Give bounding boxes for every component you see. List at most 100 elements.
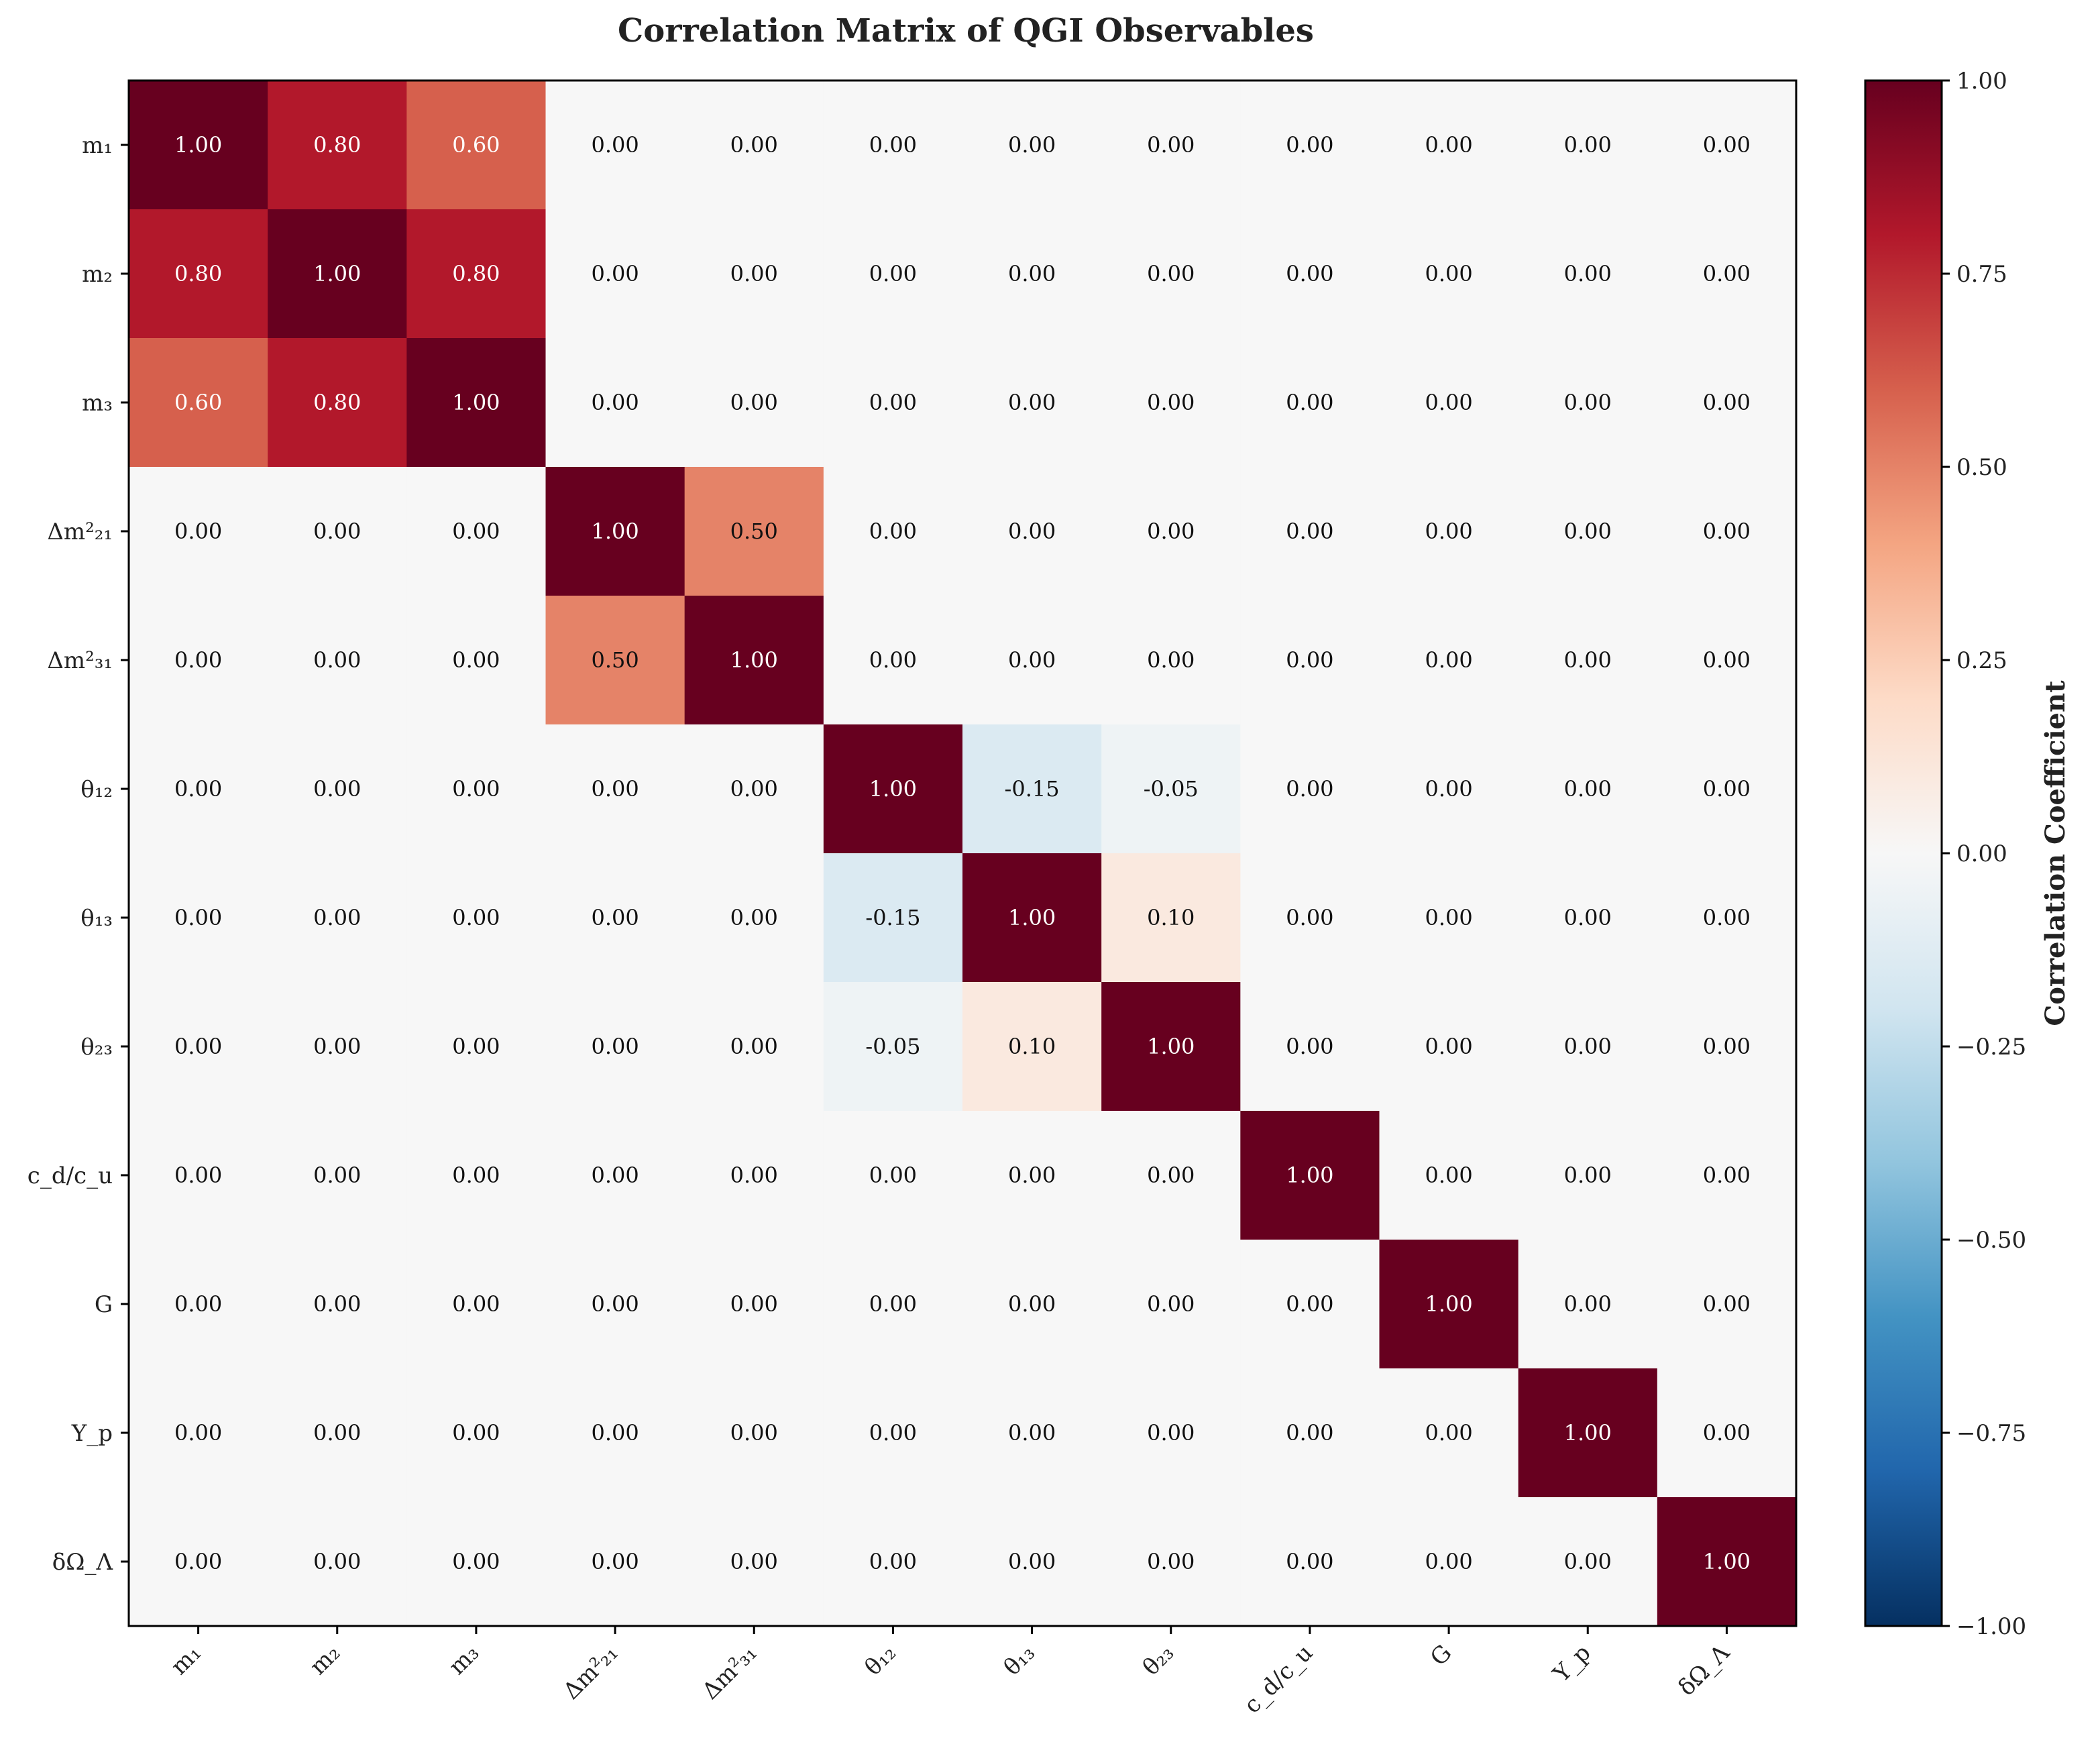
- heatmap-cell: [545, 1368, 685, 1498]
- cell-value-label: 1.00: [1564, 1420, 1612, 1446]
- colorbar-tick-label: 0.50: [1956, 454, 2007, 481]
- heatmap-cell: [1379, 1240, 1519, 1369]
- heatmap-cell: [268, 853, 407, 983]
- y-tick-label: θ₁₂: [80, 776, 113, 803]
- heatmap-cell: [1657, 209, 1797, 339]
- cell-value-label: 0.00: [1147, 132, 1195, 158]
- heatmap-cell: [268, 724, 407, 854]
- cell-value-label: 0.00: [1008, 647, 1056, 673]
- heatmap-cell: [406, 982, 546, 1111]
- cell-value-label: 0.00: [174, 519, 222, 544]
- cell-value-label: 0.50: [591, 647, 639, 673]
- heatmap-cell: [1379, 853, 1519, 983]
- heatmap-cell: [1518, 467, 1658, 596]
- colorbar-tick-label: 0.75: [1956, 261, 2007, 288]
- cell-value-label: 0.00: [1286, 390, 1333, 415]
- heatmap-cell: [129, 209, 268, 339]
- heatmap-cell: [545, 209, 685, 339]
- heatmap-cell: [1657, 853, 1797, 983]
- heatmap-cell: [545, 338, 685, 468]
- cell-value-label: 0.00: [1425, 647, 1472, 673]
- cell-value-label: 1.00: [452, 390, 500, 415]
- heatmap-cell: [406, 467, 546, 596]
- y-tick-label: c_d/c_u: [27, 1162, 113, 1189]
- heatmap-cell: [823, 724, 963, 854]
- cell-value-label: 0.00: [1286, 905, 1333, 930]
- heatmap-cell: [1101, 80, 1241, 210]
- cell-value-label: 0.00: [452, 1034, 500, 1059]
- cell-value-label: 0.50: [730, 519, 778, 544]
- cell-value-label: 0.00: [1286, 132, 1333, 158]
- heatmap-cell: [962, 853, 1102, 983]
- heatmap-cell: [1657, 724, 1797, 854]
- y-tick-label: Δm²₂₁: [47, 519, 113, 545]
- cell-value-label: 0.00: [591, 776, 639, 802]
- heatmap-cell: [268, 1497, 407, 1627]
- y-tick-label: Y_p: [71, 1420, 113, 1447]
- heatmap-cell: [1101, 467, 1241, 596]
- cell-value-label: 0.00: [1703, 1420, 1751, 1446]
- cell-value-label: 0.00: [1147, 647, 1195, 673]
- cell-value-label: 0.60: [174, 390, 222, 415]
- heatmap-cell: [406, 596, 546, 725]
- heatmap-cell: [1101, 1240, 1241, 1369]
- cell-value-label: 0.00: [1286, 1549, 1333, 1574]
- heatmap-cell: [1240, 1111, 1380, 1240]
- cell-value-label: 0.00: [313, 1162, 361, 1188]
- heatmap-cell: [129, 467, 268, 596]
- heatmap-cell: [1240, 338, 1380, 468]
- cell-value-label: 0.00: [1147, 1162, 1195, 1188]
- cell-value-label: 0.00: [452, 1420, 500, 1446]
- cell-value-label: 0.00: [174, 1549, 222, 1574]
- x-tick-label: θ₂₃: [1138, 1639, 1179, 1681]
- cell-value-label: 0.00: [174, 776, 222, 802]
- cell-value-label: 0.00: [869, 1420, 917, 1446]
- cell-value-label: 0.00: [1008, 261, 1056, 286]
- cell-value-label: 0.00: [1564, 1034, 1612, 1059]
- y-tick-label: Δm²₃₁: [47, 647, 113, 674]
- heatmap-cell: [545, 982, 685, 1111]
- heatmap-cell: [1518, 724, 1658, 854]
- cell-value-label: 0.00: [313, 1420, 361, 1446]
- cell-value-label: 0.00: [1147, 519, 1195, 544]
- heatmap-cell: [129, 1368, 268, 1498]
- heatmap-cell: [545, 596, 685, 725]
- x-tick-label: Δm²₃₁: [697, 1639, 762, 1704]
- cell-value-label: 0.00: [452, 519, 500, 544]
- heatmap-cell: [268, 982, 407, 1111]
- heatmap-cell: [1379, 338, 1519, 468]
- cell-value-label: 0.00: [1008, 1291, 1056, 1317]
- heatmap-cell: [1101, 338, 1241, 468]
- cell-value-label: 0.00: [591, 1162, 639, 1188]
- heatmap-cell: [1101, 1497, 1241, 1627]
- cell-value-label: 0.00: [1564, 1549, 1612, 1574]
- cell-value-label: 1.00: [869, 776, 917, 802]
- heatmap-cell: [823, 1368, 963, 1498]
- plot-frame: [127, 79, 1798, 1627]
- cell-value-label: 0.00: [1286, 776, 1333, 802]
- cell-value-label: 0.00: [1564, 1162, 1612, 1188]
- cell-value-label: 0.00: [1008, 1420, 1056, 1446]
- cell-value-label: 0.00: [1008, 1549, 1056, 1574]
- heatmap-cell: [1101, 853, 1241, 983]
- cell-value-label: 1.00: [1286, 1162, 1333, 1188]
- heatmap-cell: [406, 1368, 546, 1498]
- cell-value-label: 0.00: [1286, 519, 1333, 544]
- x-axis-ticks: m₁ m₂ m₃ Δm²₂₁ Δm²₃₁ θ₁₂ θ₁₃ θ₂₃ c_d/c_u G Y_p δΩ_Λ: [166, 1626, 1735, 1719]
- cell-value-label: 0.00: [1425, 1162, 1472, 1188]
- heatmap-cell: [1379, 1368, 1519, 1498]
- heatmap-cell: [129, 1111, 268, 1240]
- cell-value-label: 0.00: [1286, 1420, 1333, 1446]
- cell-value-label: 0.00: [1703, 390, 1751, 415]
- cell-value-label: 0.10: [1147, 905, 1195, 930]
- y-axis-ticks: m₁ m₂ m₃ Δm²₂₁ Δm²₃₁ θ₁₂ θ₁₃ θ₂₃ c_d/c_u G Y_p δΩ_Λ: [27, 132, 129, 1576]
- cell-value-label: 0.00: [1425, 390, 1472, 415]
- y-tick-label: m₁: [82, 132, 113, 159]
- cell-value-label: 1.00: [1147, 1034, 1195, 1059]
- cell-value-label: 0.00: [1147, 1420, 1195, 1446]
- heatmap-cell: [268, 1111, 407, 1240]
- heatmap-cell: [1379, 1111, 1519, 1240]
- cell-value-label: 0.00: [1425, 261, 1472, 286]
- heatmap-cell: [1518, 853, 1658, 983]
